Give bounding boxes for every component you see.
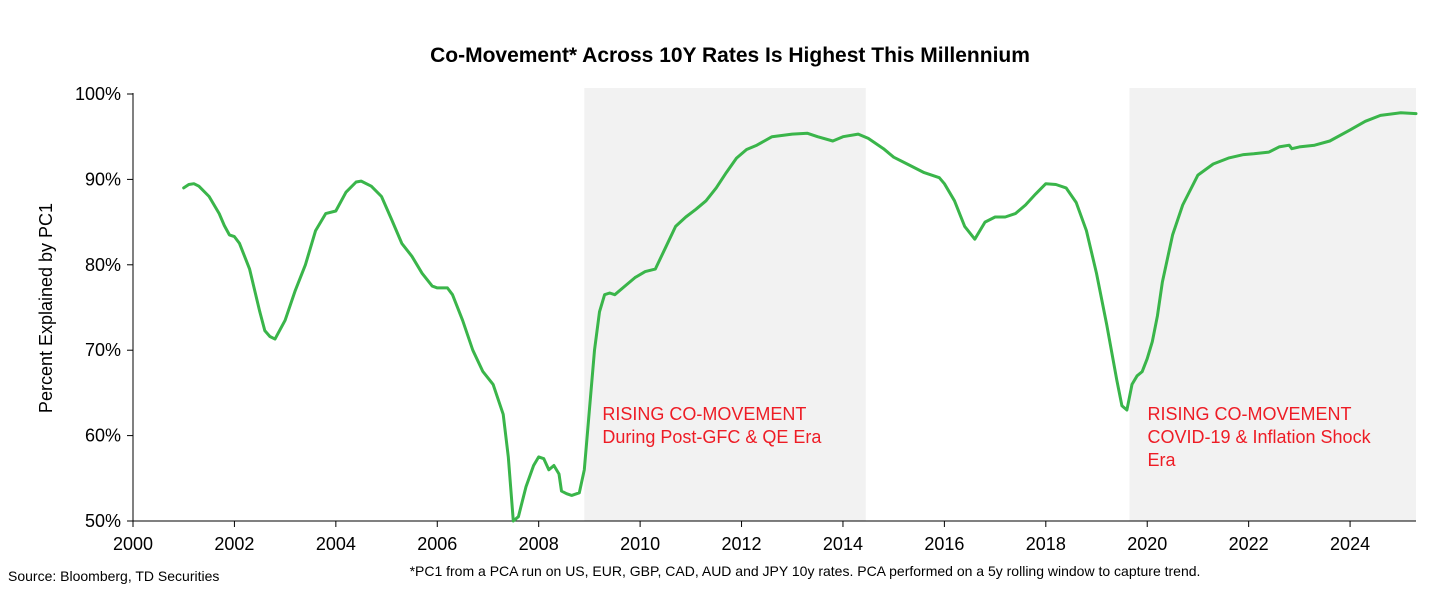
x-tick-label: 2012 — [722, 534, 762, 554]
axes — [132, 93, 1416, 522]
shaded-regions — [584, 88, 1416, 521]
x-tick-label: 2018 — [1026, 534, 1066, 554]
annotation-line: RISING CO-MOVEMENT — [1147, 404, 1351, 424]
annotation-line: RISING CO-MOVEMENT — [602, 404, 806, 424]
annotation-1: RISING CO-MOVEMENT During Post-GFC & QE E… — [602, 404, 822, 447]
y-tick-label: 80% — [85, 255, 121, 275]
footnote: *PC1 from a PCA run on US, EUR, GBP, CAD… — [410, 563, 1201, 579]
x-tick-label: 2010 — [620, 534, 660, 554]
shaded-region-1 — [584, 88, 866, 521]
series-layer — [182, 111, 1418, 523]
y-tick-label: 70% — [85, 340, 121, 360]
x-axis-ticks: 2000 2002 2004 2006 2008 2010 2012 2014 2016 2018… — [113, 521, 1370, 554]
x-tick-label: 2016 — [924, 534, 964, 554]
chart-title: Co-Movement* Across 10Y Rates Is Highest… — [430, 44, 1030, 67]
annotation-line: Era — [1147, 450, 1176, 470]
y-tick-label: 50% — [85, 511, 121, 531]
x-tick-label: 2004 — [316, 534, 356, 554]
x-tick-label: 2002 — [214, 534, 254, 554]
source-note: Source: Bloomberg, TD Securities — [8, 568, 219, 584]
x-tick-label: 2006 — [417, 534, 457, 554]
annotation-line: During Post-GFC & QE Era — [602, 427, 822, 447]
annotation-2: RISING CO-MOVEMENT COVID-19 & Inflation S… — [1147, 404, 1371, 470]
x-tick-label: 2020 — [1127, 534, 1167, 554]
x-tick-label: 2024 — [1330, 534, 1370, 554]
x-tick-label: 2014 — [823, 534, 863, 554]
y-tick-label: 100% — [75, 84, 121, 104]
y-tick-label: 60% — [85, 426, 121, 446]
shaded-region-2 — [1129, 88, 1416, 521]
series-line-1 — [182, 111, 1418, 523]
annotations: RISING CO-MOVEMENT During Post-GFC & QE E… — [602, 404, 1371, 470]
y-axis-ticks: 50% 60% 70% 80% 90% 100% — [75, 84, 133, 531]
y-tick-label: 90% — [85, 169, 121, 189]
annotation-line: COVID-19 & Inflation Shock — [1147, 427, 1371, 447]
x-tick-label: 2022 — [1229, 534, 1269, 554]
y-axis-label: Percent Explained by PC1 — [36, 203, 56, 413]
x-tick-label: 2008 — [519, 534, 559, 554]
x-tick-label: 2000 — [113, 534, 153, 554]
